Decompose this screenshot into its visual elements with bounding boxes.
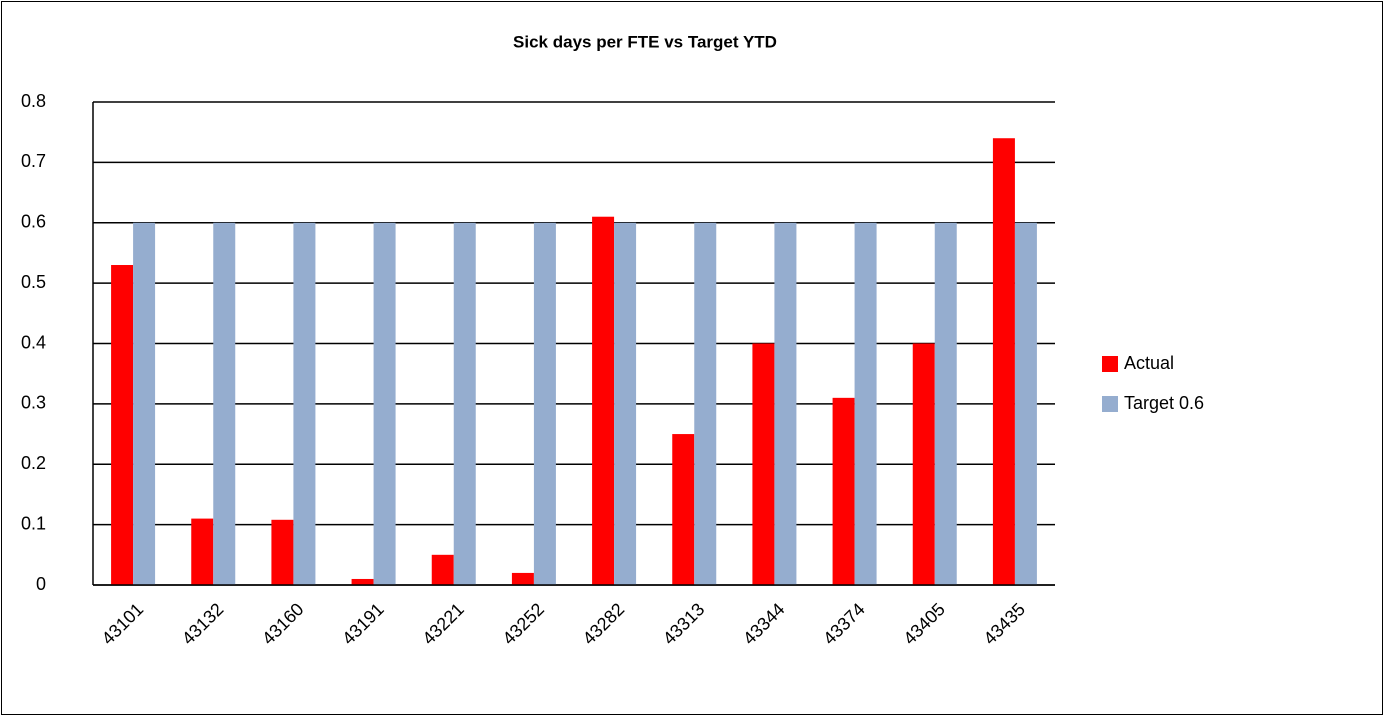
- chart-title: Sick days per FTE vs Target YTD: [513, 32, 777, 51]
- bar: [293, 222, 316, 585]
- bar: [431, 554, 454, 585]
- bar: [533, 222, 556, 585]
- bar: [694, 222, 717, 585]
- bar: [511, 572, 534, 585]
- y-tick-label: 0.1: [21, 513, 46, 533]
- legend-swatch: [1102, 396, 1118, 412]
- y-tick-label: 0: [36, 574, 46, 594]
- y-tick-label: 0.6: [21, 212, 46, 232]
- bar: [592, 216, 615, 585]
- y-tick-label: 0.7: [21, 151, 46, 171]
- bar: [774, 222, 797, 585]
- legend-label: Actual: [1124, 353, 1174, 373]
- y-tick-label: 0.3: [21, 393, 46, 413]
- bar: [351, 578, 374, 585]
- y-tick-label: 0.2: [21, 453, 46, 473]
- bar: [271, 519, 294, 585]
- y-tick-label: 0.8: [21, 91, 46, 111]
- y-tick-label: 0.4: [21, 332, 46, 352]
- legend-swatch: [1102, 356, 1118, 372]
- bar: [832, 397, 855, 585]
- y-tick-label: 0.5: [21, 272, 46, 292]
- bar: [934, 222, 957, 585]
- legend-label: Target 0.6: [1124, 393, 1204, 413]
- bar: [1014, 222, 1037, 585]
- bar: [373, 222, 396, 585]
- bar: [133, 222, 156, 585]
- bar: [992, 138, 1015, 585]
- bar: [111, 265, 134, 585]
- bar: [752, 343, 775, 585]
- bar: [453, 222, 476, 585]
- bar: [854, 222, 877, 585]
- bar: [213, 222, 236, 585]
- bar: [672, 434, 695, 585]
- bar: [614, 222, 637, 585]
- bar: [191, 518, 214, 585]
- bar: [912, 343, 935, 585]
